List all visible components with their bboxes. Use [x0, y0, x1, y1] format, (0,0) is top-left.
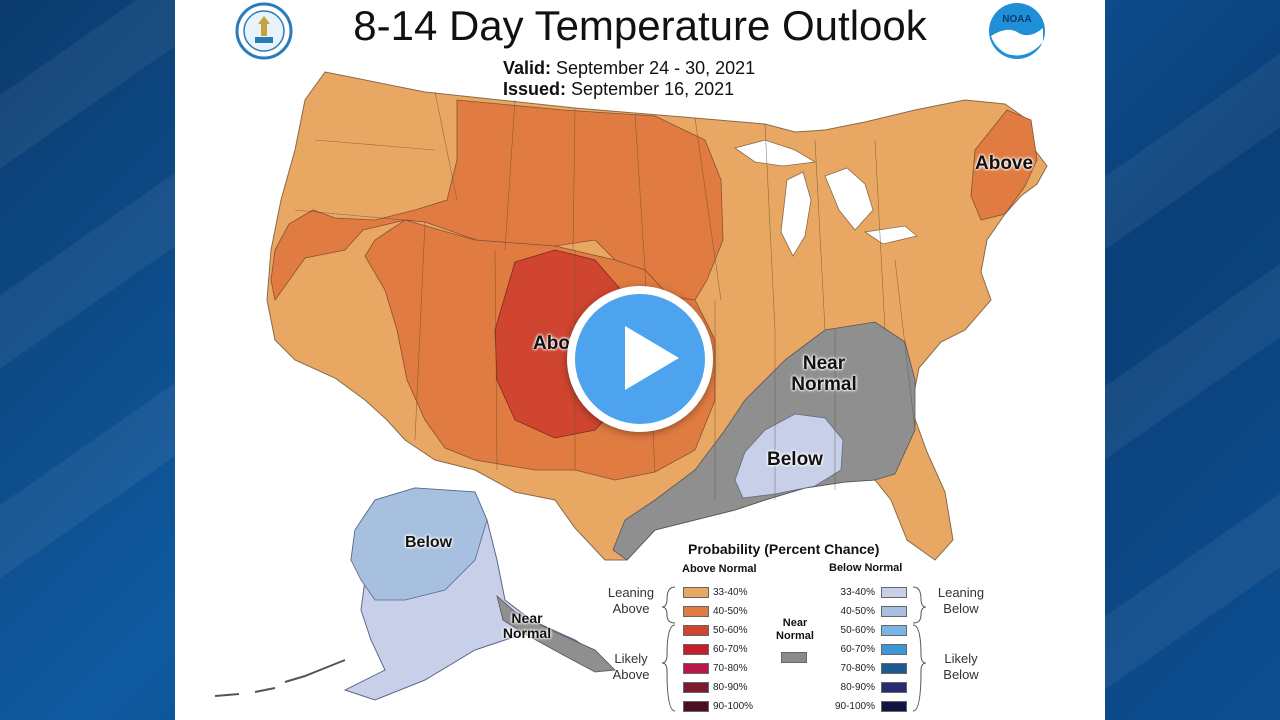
- legend-below-bin-label: 50-60%: [840, 625, 875, 636]
- legend-above-bin-label: 50-60%: [713, 625, 748, 636]
- noaa-logo-icon: NOAA: [989, 3, 1045, 59]
- legend-above-bin-swatch: [683, 606, 709, 617]
- legend-below-braces: [912, 586, 927, 712]
- label-near-normal-alaska: Near Normal: [502, 610, 552, 642]
- legend-below-bin-swatch: [881, 682, 907, 693]
- issued-label: Issued:: [503, 79, 567, 99]
- legend-below-bin-swatch: [881, 644, 907, 655]
- play-triangle-icon: [625, 326, 679, 390]
- legend-below-bin-label: 40-50%: [840, 606, 875, 617]
- above-40-50-northeast-region: [970, 109, 1038, 221]
- great-lakes: [734, 139, 918, 257]
- legend-below-bin-label: 60-70%: [840, 644, 875, 655]
- legend-above-bin-swatch: [683, 682, 709, 693]
- legend-likely-below: Likely Below: [943, 651, 979, 682]
- legend-above-bin-label: 40-50%: [713, 606, 748, 617]
- legend-near-header: Near Normal: [776, 617, 814, 643]
- valid-label: Valid:: [503, 58, 552, 78]
- label-near-normal-southeast: Near Normal: [791, 353, 857, 395]
- legend-above-bin-swatch: [683, 701, 709, 712]
- legend-below-bin-swatch: [881, 606, 907, 617]
- outlook-panel: 8-14 Day Temperature Outlook Valid: Sept…: [175, 0, 1105, 720]
- legend-below-bin-label: 80-90%: [840, 682, 875, 693]
- legend-likely-above: Likely Above: [612, 651, 650, 682]
- alaska-near-normal-region: [496, 594, 616, 673]
- left-background-panel: [0, 0, 175, 720]
- legend-above-bin-swatch: [683, 663, 709, 674]
- legend-above-bin-label: 33-40%: [713, 587, 748, 598]
- play-button-icon[interactable]: [567, 286, 713, 432]
- label-above-northeast: Above: [975, 153, 1034, 174]
- department-of-commerce-seal-icon: [235, 2, 293, 60]
- issued-value: September 16, 2021: [571, 79, 735, 99]
- page-title: 8-14 Day Temperature Outlook: [353, 2, 927, 49]
- label-below-gulf: Below: [767, 449, 823, 470]
- legend-near-normal-swatch: [781, 652, 807, 663]
- legend-below-bin-label: 33-40%: [840, 587, 875, 598]
- legend-below-bin-swatch: [881, 701, 907, 712]
- issued-line: Issued: September 16, 2021: [503, 79, 734, 100]
- legend-leaning-below: Leaning Below: [937, 585, 985, 616]
- legend-below-bin-label: 70-80%: [840, 663, 875, 674]
- legend-above-bin-label: 90-100%: [713, 701, 754, 712]
- aleutian-islands: [214, 659, 346, 697]
- legend-above-braces: [661, 586, 676, 712]
- legend-above-bin-swatch: [683, 625, 709, 636]
- noaa-logo-text: NOAA: [1002, 14, 1031, 25]
- legend-title: Probability (Percent Chance): [688, 541, 880, 557]
- label-below-alaska: Below: [405, 534, 453, 551]
- legend-above-bin-swatch: [683, 587, 709, 598]
- legend-above-header: Above Normal: [682, 563, 757, 575]
- legend-below-header: Below Normal: [829, 562, 903, 574]
- right-background-panel: [1105, 0, 1280, 720]
- valid-line: Valid: September 24 - 30, 2021: [503, 58, 755, 79]
- legend-above-bin-label: 60-70%: [713, 644, 748, 655]
- legend-below-bin-swatch: [881, 625, 907, 636]
- legend-above-bin-swatch: [683, 644, 709, 655]
- legend-below-bin-swatch: [881, 663, 907, 674]
- alaska-below-40-50-region: [350, 487, 488, 601]
- legend-below-bin-swatch: [881, 587, 907, 598]
- valid-value: September 24 - 30, 2021: [556, 58, 756, 78]
- legend-above-bin-label: 80-90%: [713, 682, 748, 693]
- legend-leaning-above: Leaning Above: [607, 585, 655, 616]
- legend-below-bin-label: 90-100%: [834, 701, 875, 712]
- below-gulf-region: [734, 413, 844, 499]
- legend-above-bin-label: 70-80%: [713, 663, 748, 674]
